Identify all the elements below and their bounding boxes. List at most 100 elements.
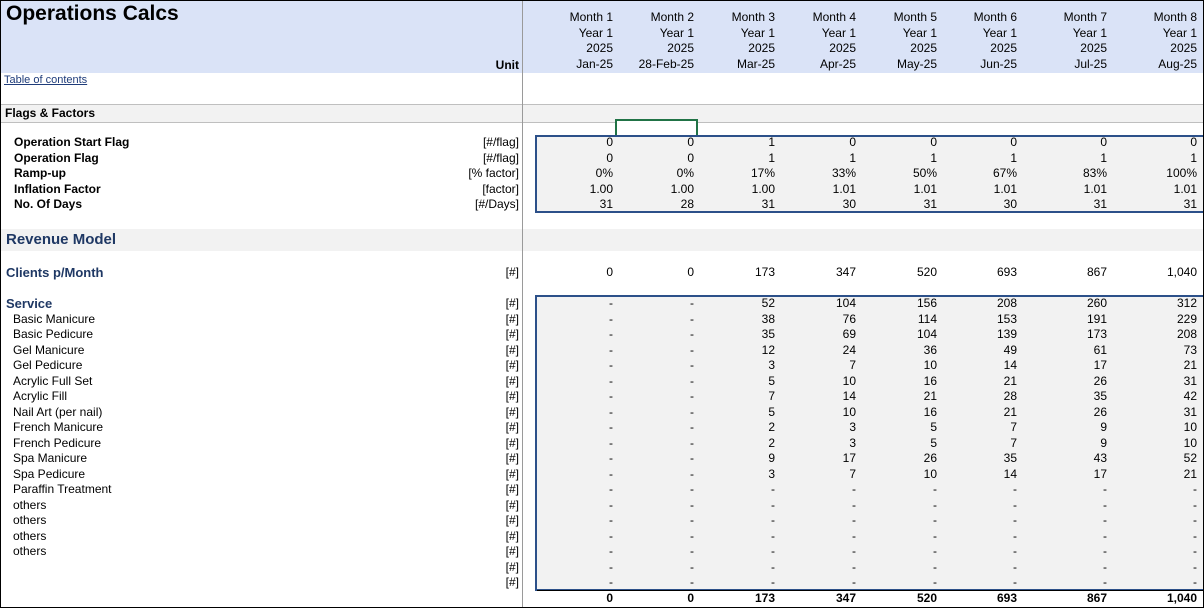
value-cell[interactable]: - [690, 513, 694, 527]
value-cell[interactable]: 1 [1190, 150, 1197, 165]
value-cell[interactable]: 21 [923, 389, 937, 403]
value-cell[interactable]: 0 [687, 135, 694, 149]
value-cell[interactable]: 1.01 [832, 181, 856, 196]
value-cell[interactable]: 31 [761, 197, 775, 211]
value-cell[interactable]: - [690, 327, 694, 341]
value-cell[interactable]: 0 [849, 135, 856, 149]
value-cell[interactable]: 5 [930, 435, 937, 450]
value-cell[interactable]: - [609, 327, 613, 341]
value-cell[interactable]: 21 [1003, 404, 1017, 419]
value-cell[interactable]: 26 [923, 451, 937, 465]
value-cell[interactable]: - [771, 544, 775, 558]
value-cell[interactable]: 17 [1093, 358, 1107, 372]
value-cell[interactable]: 100% [1166, 166, 1197, 180]
value-cell[interactable]: - [609, 559, 613, 574]
value-cell[interactable]: - [852, 513, 856, 527]
value-cell[interactable]: 17 [1093, 466, 1107, 481]
value-cell[interactable]: - [933, 528, 937, 543]
value-cell[interactable]: 10 [842, 404, 856, 419]
value-cell[interactable]: 0% [595, 166, 613, 180]
value-cell[interactable]: 21 [1183, 466, 1197, 481]
value-cell[interactable]: 1.00 [751, 181, 775, 196]
value-cell[interactable]: - [1013, 482, 1017, 496]
value-cell[interactable]: 14 [1003, 358, 1017, 372]
value-cell[interactable]: 52 [761, 296, 775, 310]
value-cell[interactable]: 83% [1082, 166, 1107, 180]
value-cell[interactable]: - [933, 575, 937, 589]
value-cell[interactable]: - [609, 482, 613, 496]
value-cell[interactable]: 0 [1190, 135, 1197, 149]
value-cell[interactable]: - [1103, 513, 1107, 527]
value-cell[interactable]: - [852, 575, 856, 589]
value-cell[interactable]: 139 [996, 327, 1017, 341]
value-cell[interactable]: - [1193, 513, 1197, 527]
value-cell[interactable]: 14 [1003, 466, 1017, 481]
value-cell[interactable]: 33% [831, 166, 856, 180]
value-cell[interactable]: 9 [1100, 420, 1107, 434]
value-cell[interactable]: - [690, 575, 694, 589]
value-cell[interactable]: 0 [687, 591, 694, 605]
value-cell[interactable]: - [852, 497, 856, 512]
value-cell[interactable]: - [690, 358, 694, 372]
table-of-contents-link[interactable]: Table of contents [4, 74, 88, 86]
value-cell[interactable]: - [690, 373, 694, 388]
value-cell[interactable]: 208 [1176, 327, 1197, 341]
value-cell[interactable]: 3 [768, 466, 775, 481]
value-cell[interactable]: 0 [1100, 135, 1107, 149]
value-cell[interactable]: 1 [768, 135, 775, 149]
value-cell[interactable]: 867 [1086, 265, 1107, 279]
value-cell[interactable]: - [1013, 575, 1017, 589]
value-cell[interactable]: - [609, 435, 613, 450]
value-cell[interactable]: 173 [754, 591, 775, 605]
value-cell[interactable]: - [609, 404, 613, 419]
value-cell[interactable]: - [771, 482, 775, 496]
value-cell[interactable]: 43 [1093, 451, 1107, 465]
value-cell[interactable]: 67% [992, 166, 1017, 180]
value-cell[interactable]: - [609, 311, 613, 326]
value-cell[interactable]: - [1103, 497, 1107, 512]
value-cell[interactable]: 7 [1010, 420, 1017, 434]
value-cell[interactable]: 104 [835, 296, 856, 310]
value-cell[interactable]: 7 [849, 358, 856, 372]
value-cell[interactable]: 35 [1003, 451, 1017, 465]
value-cell[interactable]: 10 [842, 373, 856, 388]
value-cell[interactable]: 1.01 [1173, 181, 1197, 196]
value-cell[interactable]: - [771, 559, 775, 574]
value-cell[interactable]: 7 [1010, 435, 1017, 450]
value-cell[interactable]: 0% [676, 166, 694, 180]
value-cell[interactable]: - [1103, 575, 1107, 589]
value-cell[interactable]: - [933, 497, 937, 512]
value-cell[interactable]: 0 [687, 150, 694, 165]
value-cell[interactable]: 69 [842, 327, 856, 341]
value-cell[interactable]: - [771, 528, 775, 543]
value-cell[interactable]: 0 [606, 135, 613, 149]
value-cell[interactable]: - [690, 311, 694, 326]
value-cell[interactable]: - [771, 497, 775, 512]
value-cell[interactable]: 208 [996, 296, 1017, 310]
value-cell[interactable]: - [609, 296, 613, 310]
value-cell[interactable]: 28 [680, 197, 694, 211]
value-cell[interactable]: 693 [996, 265, 1017, 279]
value-cell[interactable]: 1.01 [1083, 181, 1107, 196]
value-cell[interactable]: - [690, 466, 694, 481]
value-cell[interactable]: 1 [1010, 150, 1017, 165]
value-cell[interactable]: 0 [606, 150, 613, 165]
value-cell[interactable]: 114 [917, 311, 937, 326]
value-cell[interactable]: 104 [916, 327, 937, 341]
value-cell[interactable]: - [933, 559, 937, 574]
value-cell[interactable]: - [771, 575, 775, 589]
value-cell[interactable]: 1.00 [670, 181, 694, 196]
value-cell[interactable]: 31 [1183, 373, 1197, 388]
value-cell[interactable]: 9 [1100, 435, 1107, 450]
value-cell[interactable]: - [1193, 544, 1197, 558]
value-cell[interactable]: 0 [1010, 135, 1017, 149]
value-cell[interactable]: - [1193, 482, 1197, 496]
value-cell[interactable]: - [609, 420, 613, 434]
value-cell[interactable]: 693 [996, 591, 1017, 605]
value-cell[interactable]: - [852, 559, 856, 574]
value-cell[interactable]: - [609, 342, 613, 357]
value-cell[interactable]: 12 [761, 342, 775, 357]
value-cell[interactable]: - [609, 528, 613, 543]
value-cell[interactable]: - [609, 513, 613, 527]
value-cell[interactable]: - [609, 373, 613, 388]
